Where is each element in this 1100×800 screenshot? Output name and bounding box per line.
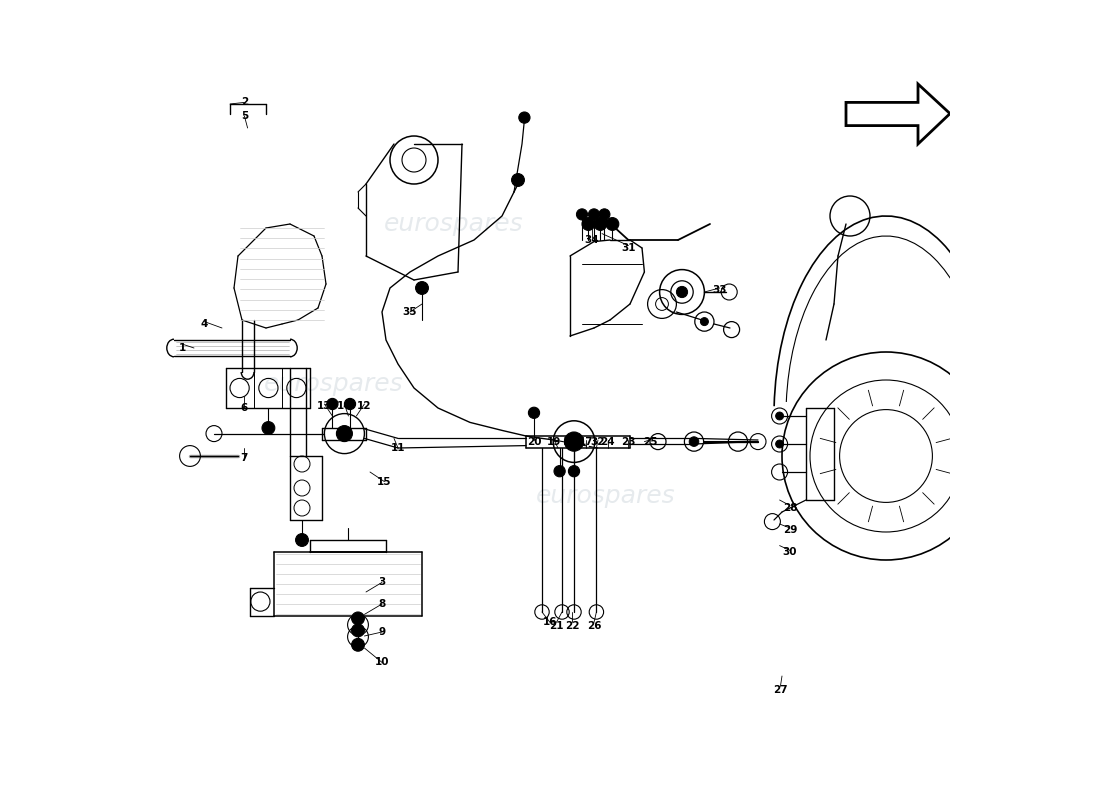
Text: eurospares: eurospares (264, 372, 404, 396)
Circle shape (337, 426, 352, 442)
Circle shape (598, 209, 611, 220)
Text: eurospares: eurospares (536, 484, 675, 508)
Circle shape (416, 282, 428, 294)
Text: 2: 2 (241, 98, 248, 107)
Text: 34: 34 (584, 235, 598, 245)
Text: 21: 21 (549, 621, 563, 630)
Text: 8: 8 (378, 599, 386, 609)
Circle shape (776, 440, 783, 448)
Text: 28: 28 (783, 503, 798, 513)
Text: 10: 10 (375, 658, 389, 667)
Circle shape (262, 422, 275, 434)
Text: 23: 23 (621, 437, 636, 446)
Text: 33: 33 (713, 285, 727, 294)
Circle shape (690, 437, 698, 446)
Circle shape (582, 218, 595, 230)
Circle shape (528, 407, 540, 418)
Circle shape (352, 624, 364, 637)
Circle shape (519, 112, 530, 123)
Text: 32: 32 (591, 437, 605, 446)
Text: 9: 9 (378, 627, 386, 637)
Circle shape (606, 218, 619, 230)
Circle shape (564, 432, 584, 451)
Text: 5: 5 (241, 111, 248, 121)
Circle shape (352, 638, 364, 651)
Circle shape (512, 174, 525, 186)
Circle shape (296, 534, 308, 546)
Circle shape (344, 398, 355, 410)
Text: 13: 13 (317, 401, 332, 410)
Text: 4: 4 (200, 319, 208, 329)
Text: 22: 22 (565, 621, 580, 630)
Text: 24: 24 (601, 437, 615, 446)
Text: 35: 35 (403, 307, 417, 317)
Text: 14: 14 (337, 401, 352, 410)
Text: 20: 20 (527, 437, 541, 446)
Text: 11: 11 (390, 443, 405, 453)
Circle shape (594, 218, 607, 230)
Circle shape (776, 412, 783, 420)
Circle shape (701, 318, 708, 326)
Text: 29: 29 (783, 525, 798, 534)
Text: 6: 6 (241, 403, 248, 413)
Circle shape (588, 209, 600, 220)
Text: 17: 17 (579, 437, 593, 446)
Circle shape (554, 466, 565, 477)
Text: 3: 3 (378, 578, 386, 587)
Text: 31: 31 (621, 243, 636, 253)
Text: 16: 16 (542, 618, 558, 627)
Circle shape (569, 466, 580, 477)
Text: 25: 25 (642, 437, 658, 446)
Text: 15: 15 (377, 477, 392, 486)
Text: 1: 1 (178, 343, 186, 353)
Circle shape (352, 612, 364, 625)
Circle shape (676, 286, 688, 298)
Text: 7: 7 (241, 453, 249, 462)
Text: 27: 27 (773, 685, 788, 694)
Text: 30: 30 (783, 547, 798, 557)
Text: 26: 26 (586, 621, 602, 630)
Circle shape (576, 209, 587, 220)
Circle shape (327, 398, 338, 410)
Text: eurospares: eurospares (384, 212, 524, 236)
Text: 12: 12 (358, 401, 372, 410)
Text: 18: 18 (563, 437, 578, 446)
Text: 19: 19 (547, 437, 561, 446)
